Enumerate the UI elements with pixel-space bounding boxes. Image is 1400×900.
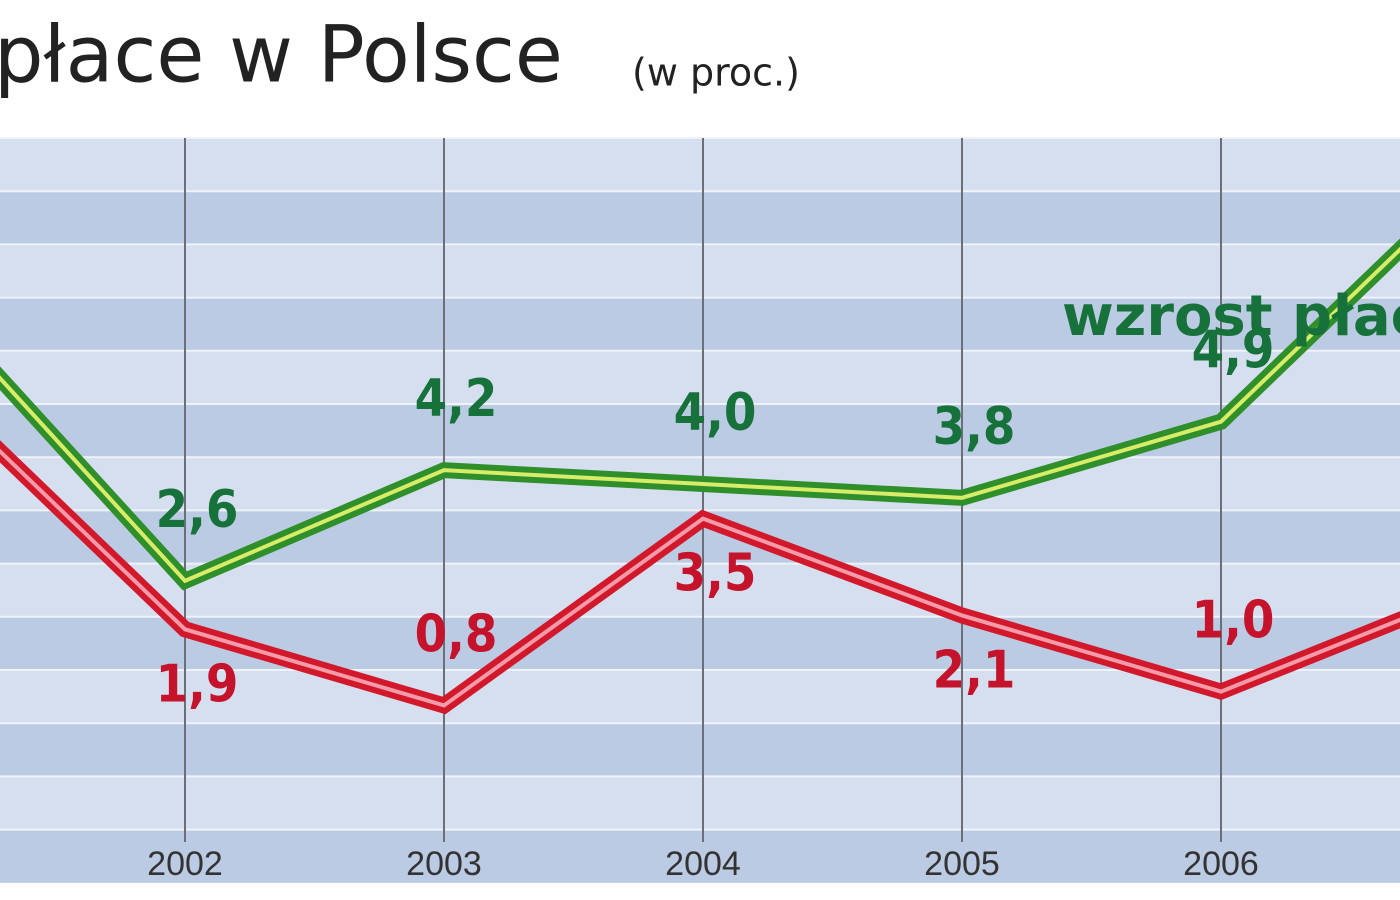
stripe <box>0 138 1400 192</box>
data-label: 3,5 <box>674 544 757 604</box>
stripe <box>0 191 1400 245</box>
series-annotation: wzrost płac <box>1062 284 1400 349</box>
data-label: 4,0 <box>674 383 757 443</box>
series-line-highlight <box>0 246 1400 584</box>
labels: 2,6 4,2 4,0 3,8 4,9 1,9 0,8 3,5 2,1 1,0 <box>156 321 1275 715</box>
chart-subtitle: (w proc.) <box>632 51 800 95</box>
stripe <box>0 350 1400 404</box>
data-label: 1,0 <box>1192 591 1275 651</box>
data-label: 2,1 <box>933 640 1016 700</box>
data-label: 0,8 <box>415 604 498 664</box>
stripe <box>0 244 1400 298</box>
x-tick-label: 2004 <box>665 845 741 883</box>
stripe <box>0 829 1400 883</box>
data-label: 3,8 <box>933 397 1016 457</box>
data-label: 2,6 <box>156 480 239 540</box>
x-tick-label: 2006 <box>1183 845 1259 883</box>
stripe <box>0 563 1400 617</box>
x-tick-label: 2005 <box>924 845 1000 883</box>
plot-background <box>0 137 1400 883</box>
stripe <box>0 297 1400 351</box>
series-line-highlight <box>0 448 1400 708</box>
lines <box>0 238 1400 715</box>
x-tick-label: 2003 <box>406 845 482 883</box>
data-label: 4,2 <box>415 369 498 429</box>
chart-title: płace w Polsce <box>0 10 563 100</box>
grid: 2002 2003 2004 2005 2006 <box>147 138 1259 883</box>
x-tick-label: 2002 <box>147 845 223 883</box>
data-label: 4,9 <box>1192 321 1275 381</box>
data-label: 1,9 <box>156 654 239 714</box>
stripe <box>0 776 1400 830</box>
stripe <box>0 723 1400 777</box>
